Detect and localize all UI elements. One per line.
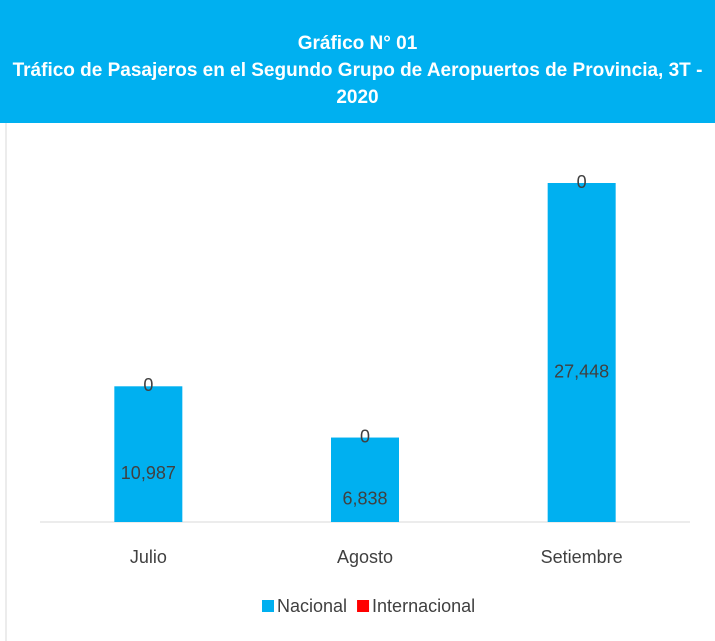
legend-label: Internacional [372,596,475,616]
legend-label: Nacional [277,596,347,616]
bar-segment [114,386,183,522]
title-band: Gráfico N° 01 Tráfico de Pasajeros en el… [0,0,715,123]
chart-subtitle: Tráfico de Pasajeros en el Segundo Grupo… [12,60,703,108]
data-label: 0 [577,172,587,192]
legend-swatch [357,600,370,612]
data-label: 10,987 [121,463,176,483]
data-label: 0 [143,375,153,395]
data-label: 0 [360,426,370,446]
chart-title: Gráfico N° 01 [297,33,418,54]
data-label: 27,448 [554,361,609,381]
x-tick-label: Julio [130,547,167,567]
data-label: 6,838 [342,489,387,509]
bar-segment [331,437,399,522]
legend-swatch [262,600,274,612]
bar-segment [547,183,616,522]
x-tick-label: Agosto [337,547,393,567]
x-tick-label: Setiembre [541,547,623,567]
